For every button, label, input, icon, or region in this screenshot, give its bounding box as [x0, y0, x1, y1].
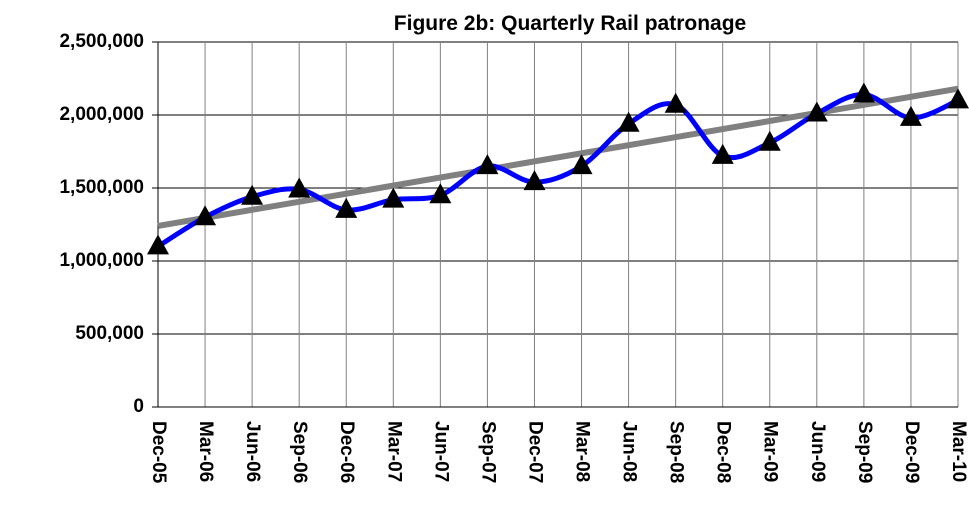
- marker: [194, 205, 217, 226]
- x-tick-label: Sep-09: [854, 421, 875, 483]
- marker: [711, 143, 734, 164]
- y-tick-label: 0: [133, 396, 144, 417]
- x-tick-label: Mar-06: [195, 421, 216, 482]
- marker: [947, 88, 969, 109]
- marker: [805, 101, 828, 122]
- y-tick-label: 500,000: [75, 323, 144, 344]
- trendline: [157, 85, 959, 229]
- marker: [476, 154, 499, 175]
- x-tick-label: Dec-05: [148, 421, 169, 484]
- marker: [570, 154, 593, 175]
- x-tick-label: Jun-08: [619, 421, 640, 482]
- x-tick-label: Mar-09: [760, 421, 781, 482]
- marker: [382, 187, 405, 208]
- marker: [617, 111, 640, 132]
- marker: [758, 130, 781, 151]
- x-tick-label: Mar-10: [948, 421, 969, 482]
- y-tick-label: 2,500,000: [59, 31, 144, 52]
- marker: [147, 234, 169, 255]
- x-tick-label: Sep-06: [289, 421, 310, 483]
- x-tick-label: Jun-09: [807, 421, 828, 482]
- y-tick-label: 1,000,000: [59, 250, 144, 271]
- marker: [335, 197, 358, 218]
- x-tick-label: Dec-09: [901, 421, 922, 483]
- chart-title: Figure 2b: Quarterly Rail patronage: [394, 12, 746, 35]
- x-tick-label: Sep-07: [477, 421, 498, 483]
- marker: [664, 92, 687, 113]
- marker: [429, 183, 452, 204]
- series-line: [156, 92, 960, 249]
- marker: [852, 82, 875, 103]
- x-tick-label: Dec-07: [524, 421, 545, 483]
- marker: [523, 170, 546, 191]
- y-tick-label: 2,000,000: [59, 104, 144, 125]
- marker: [288, 177, 311, 198]
- marker: [241, 184, 264, 205]
- x-tick-label: Mar-07: [383, 421, 404, 482]
- x-tick-label: Dec-06: [336, 421, 357, 483]
- x-tick-label: Jun-07: [430, 421, 451, 482]
- y-tick-label: 1,500,000: [59, 177, 144, 198]
- marker: [899, 105, 922, 126]
- x-tick-label: Jun-06: [242, 421, 263, 482]
- x-tick-label: Sep-08: [666, 421, 687, 483]
- x-tick-label: Mar-08: [572, 421, 593, 482]
- x-tick-label: Dec-08: [713, 421, 734, 483]
